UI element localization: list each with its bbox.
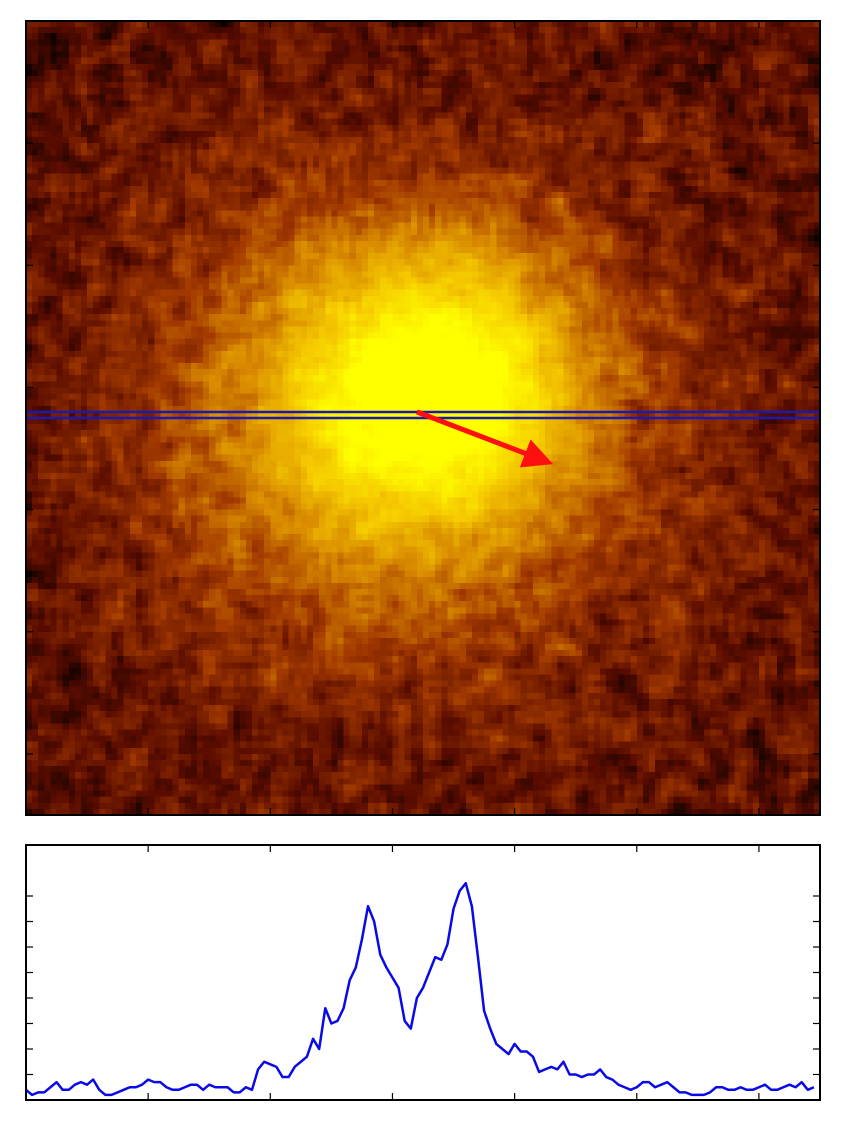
profile-plot-area xyxy=(26,845,820,1100)
profile-lines xyxy=(25,882,815,1097)
profile-series-line xyxy=(25,882,815,1097)
heatmap-ticks xyxy=(26,21,820,815)
direction-arrow xyxy=(415,409,554,468)
heatmap-frame xyxy=(25,20,821,816)
profile-ticks xyxy=(26,845,820,1100)
heatmap-overlay xyxy=(26,409,820,468)
